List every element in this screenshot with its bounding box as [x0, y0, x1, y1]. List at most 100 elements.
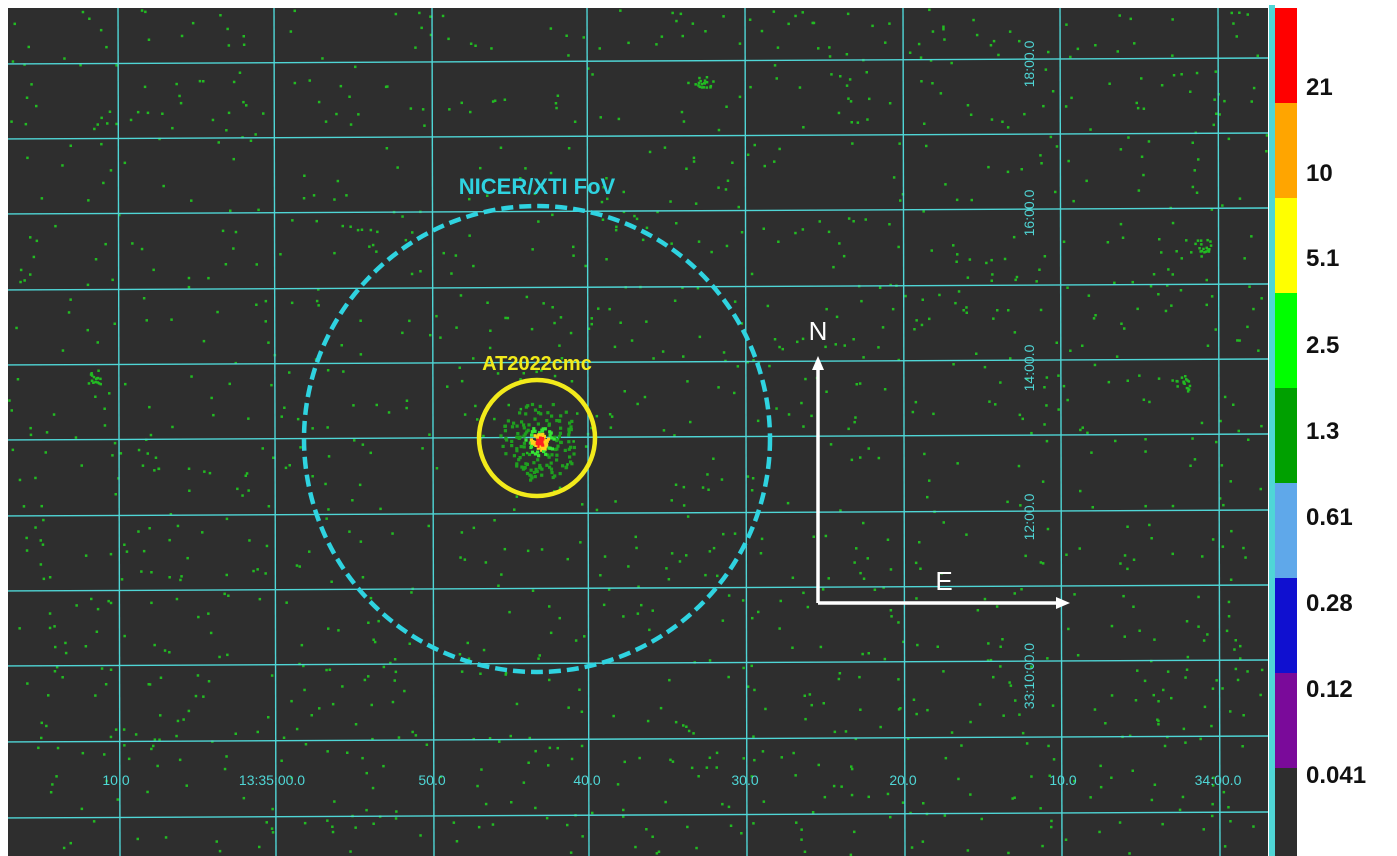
source-count [519, 436, 522, 439]
photon-event [537, 220, 540, 223]
photon-event [70, 842, 73, 845]
photon-event [599, 574, 602, 577]
photon-event [979, 703, 982, 706]
photon-event [124, 162, 127, 165]
photon-event [921, 324, 924, 327]
photon-event [87, 199, 90, 202]
photon-event [410, 107, 413, 110]
photon-event [1266, 134, 1269, 137]
photon-event [461, 531, 464, 534]
photon-event [833, 785, 836, 788]
photon-event [780, 600, 783, 603]
photon-event [645, 828, 648, 831]
photon-event [283, 737, 286, 740]
photon-event [297, 418, 300, 421]
photon-event [82, 752, 85, 755]
photon-event [325, 517, 328, 520]
photon-event [1014, 699, 1017, 702]
photon-event [923, 453, 926, 456]
photon-event [524, 167, 527, 170]
photon-event [951, 731, 954, 734]
photon-event [932, 30, 935, 33]
photon-event [1124, 554, 1127, 557]
photon-event [115, 123, 118, 126]
photon-event [627, 42, 630, 45]
photon-event [622, 809, 625, 812]
photon-event [623, 191, 626, 194]
photon-event [175, 735, 178, 738]
photon-event [49, 627, 52, 630]
photon-event [1056, 342, 1059, 345]
source-count [513, 454, 516, 457]
photon-event [115, 728, 118, 731]
photon-event [922, 299, 925, 302]
photon-event [956, 199, 959, 202]
photon-event [158, 468, 161, 471]
photon-event [792, 577, 795, 580]
photon-event [1093, 317, 1096, 320]
photon-event [54, 646, 57, 649]
photon-event [459, 556, 462, 559]
photon-event [1212, 538, 1215, 541]
photon-event [698, 240, 701, 243]
photon-event [94, 396, 97, 399]
photon-event [47, 694, 50, 697]
photon-event [474, 45, 477, 48]
photon-event [262, 112, 265, 115]
photon-event [11, 409, 14, 412]
photon-event [464, 413, 467, 416]
photon-event [1066, 399, 1069, 402]
photon-event [581, 711, 584, 714]
photon-event [209, 472, 212, 475]
photon-event [370, 229, 373, 232]
photon-event [1136, 102, 1139, 105]
photon-event [1171, 54, 1174, 57]
photon-event [241, 494, 244, 497]
photon-event [254, 133, 257, 136]
photon-event [683, 486, 686, 489]
photon-event [954, 302, 957, 305]
photon-event [93, 820, 96, 823]
photon-event [1157, 293, 1160, 296]
photon-event [825, 535, 828, 538]
photon-event [1108, 381, 1111, 384]
source-count [567, 428, 570, 431]
photon-event [101, 667, 104, 670]
photon-event [516, 703, 519, 706]
dec-tick: 14:00.0 [1021, 344, 1037, 391]
photon-event [763, 800, 766, 803]
photon-event [655, 43, 658, 46]
photon-event [311, 714, 314, 717]
photon-event [1260, 488, 1263, 491]
photon-event [504, 548, 507, 551]
photon-event [570, 851, 573, 854]
photon-event [54, 670, 57, 673]
photon-event [559, 617, 562, 620]
photon-event [822, 588, 825, 591]
photon-event [1239, 197, 1242, 200]
photon-event [531, 328, 534, 331]
photon-event [1236, 35, 1239, 38]
photon-event [1050, 820, 1053, 823]
colorbar-label: 0.041 [1306, 762, 1366, 789]
source-count [555, 458, 558, 461]
photon-event [30, 434, 33, 437]
photon-event [1144, 450, 1147, 453]
photon-event [649, 151, 652, 154]
photon-event [180, 102, 183, 105]
photon-event [377, 620, 380, 623]
photon-event [186, 784, 189, 787]
photon-event [45, 451, 48, 454]
source-count [531, 451, 534, 454]
photon-event [670, 242, 673, 245]
source-count [573, 446, 576, 449]
colorbar-labels: 21 10 5.1 2.5 1.3 0.61 0.28 0.12 0.041 [1306, 74, 1366, 789]
photon-event [182, 718, 185, 721]
photon-event [367, 622, 370, 625]
source-count [558, 420, 561, 423]
photon-event [541, 548, 544, 551]
photon-event [1224, 845, 1227, 848]
photon-event [51, 783, 54, 786]
photon-event [1206, 279, 1209, 282]
photon-event [960, 744, 963, 747]
